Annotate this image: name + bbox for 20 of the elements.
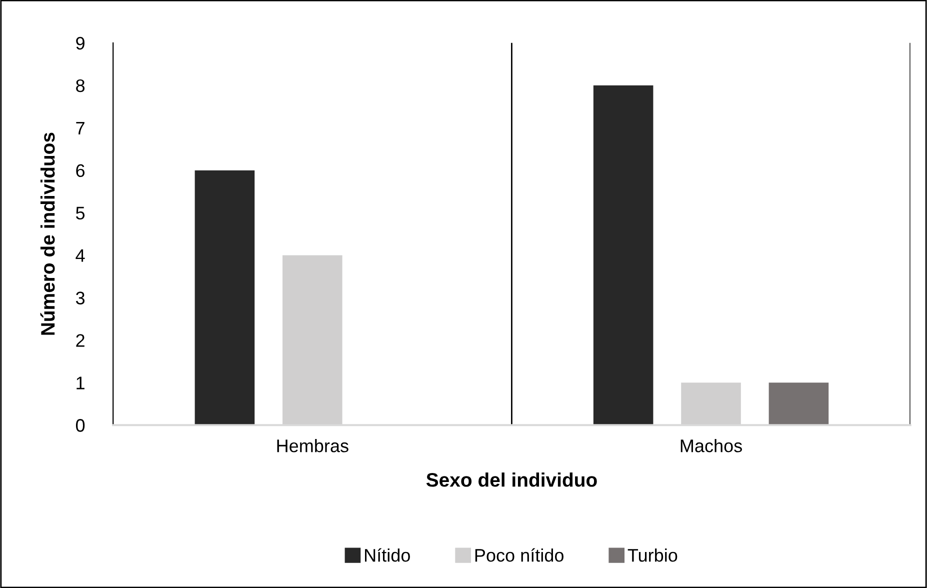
bar [593, 85, 654, 426]
x-axis-title: Sexo del individuo [426, 472, 597, 487]
bar [194, 170, 255, 426]
y-tick-label: 1 [76, 376, 84, 390]
legend-label: Nítido [365, 548, 410, 562]
bar [768, 382, 829, 426]
y-tick-label: 0 [76, 419, 85, 432]
legend-label: Turbio [628, 548, 678, 562]
y-tick-label: 9 [76, 36, 84, 50]
y-tick-label: 2 [76, 334, 84, 347]
y-tick-label: 5 [76, 206, 85, 220]
y-tick-label: 3 [76, 292, 85, 304]
y-tick-label: 6 [76, 164, 85, 178]
y-axis-title: Número de individuos [40, 132, 55, 335]
y-tick-label: 7 [76, 122, 84, 134]
legend-label: Poco nítido [475, 548, 564, 562]
x-tick-label: Hembras [277, 439, 348, 452]
x-tick-label: Machos [680, 439, 742, 452]
y-tick-label: 8 [76, 79, 85, 92]
y-tick-label: 4 [76, 249, 85, 262]
